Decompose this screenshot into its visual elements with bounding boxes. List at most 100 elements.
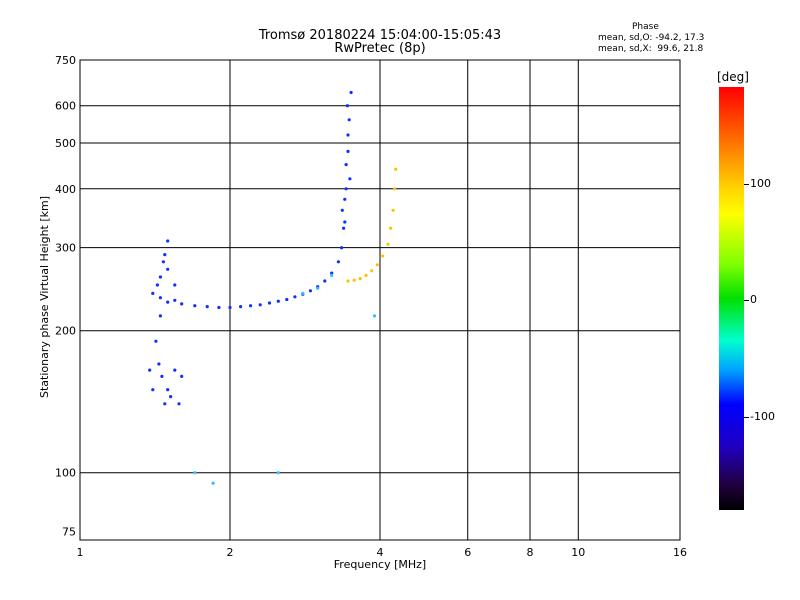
data-point <box>148 368 152 372</box>
data-point <box>364 273 368 277</box>
x-axis-label: Frequency [MHz] <box>333 558 427 571</box>
data-point <box>163 402 167 406</box>
data-point <box>154 339 158 343</box>
data-point <box>372 314 377 318</box>
data-point <box>349 90 353 95</box>
data-points <box>148 90 398 485</box>
data-point <box>348 177 352 181</box>
colorbar-label: -100 <box>750 410 775 423</box>
data-point <box>343 197 347 201</box>
data-point <box>391 208 395 212</box>
colorbar <box>719 87 744 510</box>
data-point <box>370 269 374 273</box>
data-point <box>375 263 379 267</box>
y-tick-label: 300 <box>55 242 76 255</box>
phase-heading: Phase <box>632 22 659 32</box>
data-point <box>217 305 221 310</box>
y-tick-label: 200 <box>55 325 76 338</box>
y-tick-label: 750 <box>55 54 76 67</box>
data-point <box>394 167 398 171</box>
data-point <box>193 471 197 475</box>
plot-grid <box>80 60 680 540</box>
data-point <box>352 278 356 282</box>
x-tick-label: 16 <box>673 546 687 559</box>
data-point <box>193 304 197 308</box>
data-point <box>169 395 173 399</box>
colorbar-tick <box>744 417 749 418</box>
data-point <box>346 133 350 137</box>
data-point <box>346 149 350 153</box>
colorbar-tick <box>744 300 749 301</box>
data-point <box>166 267 170 271</box>
data-point <box>177 402 181 406</box>
data-point <box>340 246 344 250</box>
data-point <box>173 298 177 302</box>
data-point <box>166 300 170 304</box>
phase-o-stats: mean, sd,O: -94.2, 17.3 <box>598 33 705 43</box>
data-point <box>161 260 165 264</box>
phase-stats: Phase mean, sd,O: -94.2, 17.3 mean, sd,X… <box>598 22 704 55</box>
x-tick-label: 2 <box>227 546 234 559</box>
data-point <box>346 279 350 283</box>
data-point <box>249 304 253 308</box>
data-point <box>228 305 232 310</box>
data-point <box>180 302 184 306</box>
data-point <box>347 118 351 122</box>
data-point <box>166 239 170 243</box>
data-point <box>160 374 164 378</box>
data-point <box>151 291 155 295</box>
plot-frame <box>79 59 681 541</box>
data-point <box>285 297 289 302</box>
y-tick-label: 100 <box>55 467 76 480</box>
data-point <box>157 362 161 366</box>
data-point <box>389 226 393 230</box>
data-point <box>343 220 347 224</box>
data-point <box>158 314 162 318</box>
x-tick-label: 10 <box>571 546 585 559</box>
y-tick-label: 500 <box>55 137 76 150</box>
data-point <box>345 104 349 108</box>
data-point <box>316 286 320 290</box>
x-tick-label: 4 <box>377 546 384 559</box>
data-point <box>158 275 162 279</box>
data-point <box>393 187 397 191</box>
data-point <box>163 253 167 257</box>
colorbar-label: 100 <box>750 177 771 190</box>
y-tick-label: 75 <box>62 526 76 539</box>
colorbar-label: 0 <box>750 293 757 306</box>
phase-x-stats: mean, sd,X: 99.6, 21.8 <box>598 44 704 54</box>
x-tick-label: 6 <box>464 546 471 559</box>
data-point <box>155 283 159 287</box>
data-point <box>358 277 362 281</box>
data-point <box>258 303 262 307</box>
data-point <box>151 388 155 392</box>
data-point <box>386 242 390 246</box>
data-point <box>344 187 348 191</box>
data-point <box>330 271 334 275</box>
data-point <box>166 388 170 392</box>
data-point <box>330 273 334 277</box>
data-point <box>158 296 162 300</box>
data-point <box>336 260 340 264</box>
chart-subtitle: RwPretec (8p) <box>334 41 426 56</box>
chart-title: Tromsø 20180224 15:04:00-15:05:43 <box>258 28 502 43</box>
data-point <box>344 163 348 167</box>
data-point <box>342 226 346 230</box>
data-point <box>239 305 243 309</box>
x-tick-label: 8 <box>527 546 534 559</box>
data-point <box>323 279 327 283</box>
data-point <box>308 289 312 293</box>
colorbar-unit: [deg] <box>717 70 749 84</box>
y-axis-label: Stationary phase Virtual Height [km] <box>38 195 51 398</box>
data-point <box>340 208 344 212</box>
colorbar-tick <box>744 184 749 185</box>
data-point <box>276 471 280 475</box>
data-point <box>211 481 215 485</box>
data-point <box>381 254 385 258</box>
data-point <box>276 299 280 303</box>
axis-ticks: 1 2 4 6 8 10 16 75 100 200 300 400 500 600 750 <box>55 54 687 559</box>
data-point <box>267 301 272 305</box>
y-tick-label: 400 <box>55 183 76 196</box>
x-tick-label: 1 <box>77 546 84 559</box>
